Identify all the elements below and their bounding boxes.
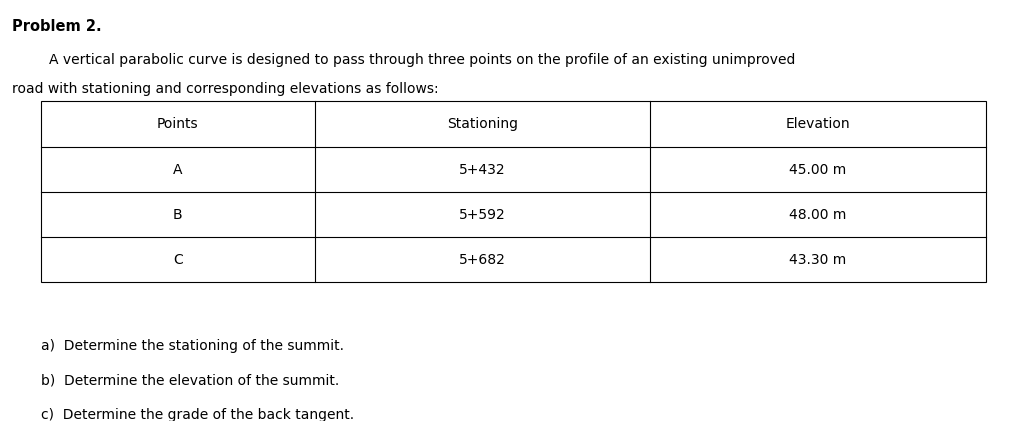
Text: 5+682: 5+682	[459, 253, 506, 267]
Text: 5+432: 5+432	[459, 163, 506, 177]
Text: 48.00 m: 48.00 m	[789, 208, 846, 222]
Text: 43.30 m: 43.30 m	[789, 253, 846, 267]
Text: c)  Determine the grade of the back tangent.: c) Determine the grade of the back tange…	[41, 408, 354, 421]
Text: a)  Determine the stationing of the summit.: a) Determine the stationing of the summi…	[41, 339, 343, 353]
Text: 45.00 m: 45.00 m	[789, 163, 846, 177]
Text: B: B	[173, 208, 183, 222]
Text: Problem 2.: Problem 2.	[12, 19, 102, 34]
Text: b)  Determine the elevation of the summit.: b) Determine the elevation of the summit…	[41, 373, 339, 387]
Text: A: A	[173, 163, 183, 177]
Text: Elevation: Elevation	[785, 117, 850, 131]
Text: C: C	[173, 253, 183, 267]
Text: road with stationing and corresponding elevations as follows:: road with stationing and corresponding e…	[12, 82, 439, 96]
Text: Stationing: Stationing	[447, 117, 518, 131]
Text: A vertical parabolic curve is designed to pass through three points on the profi: A vertical parabolic curve is designed t…	[49, 53, 796, 67]
Text: Points: Points	[157, 117, 198, 131]
Text: 5+592: 5+592	[459, 208, 506, 222]
